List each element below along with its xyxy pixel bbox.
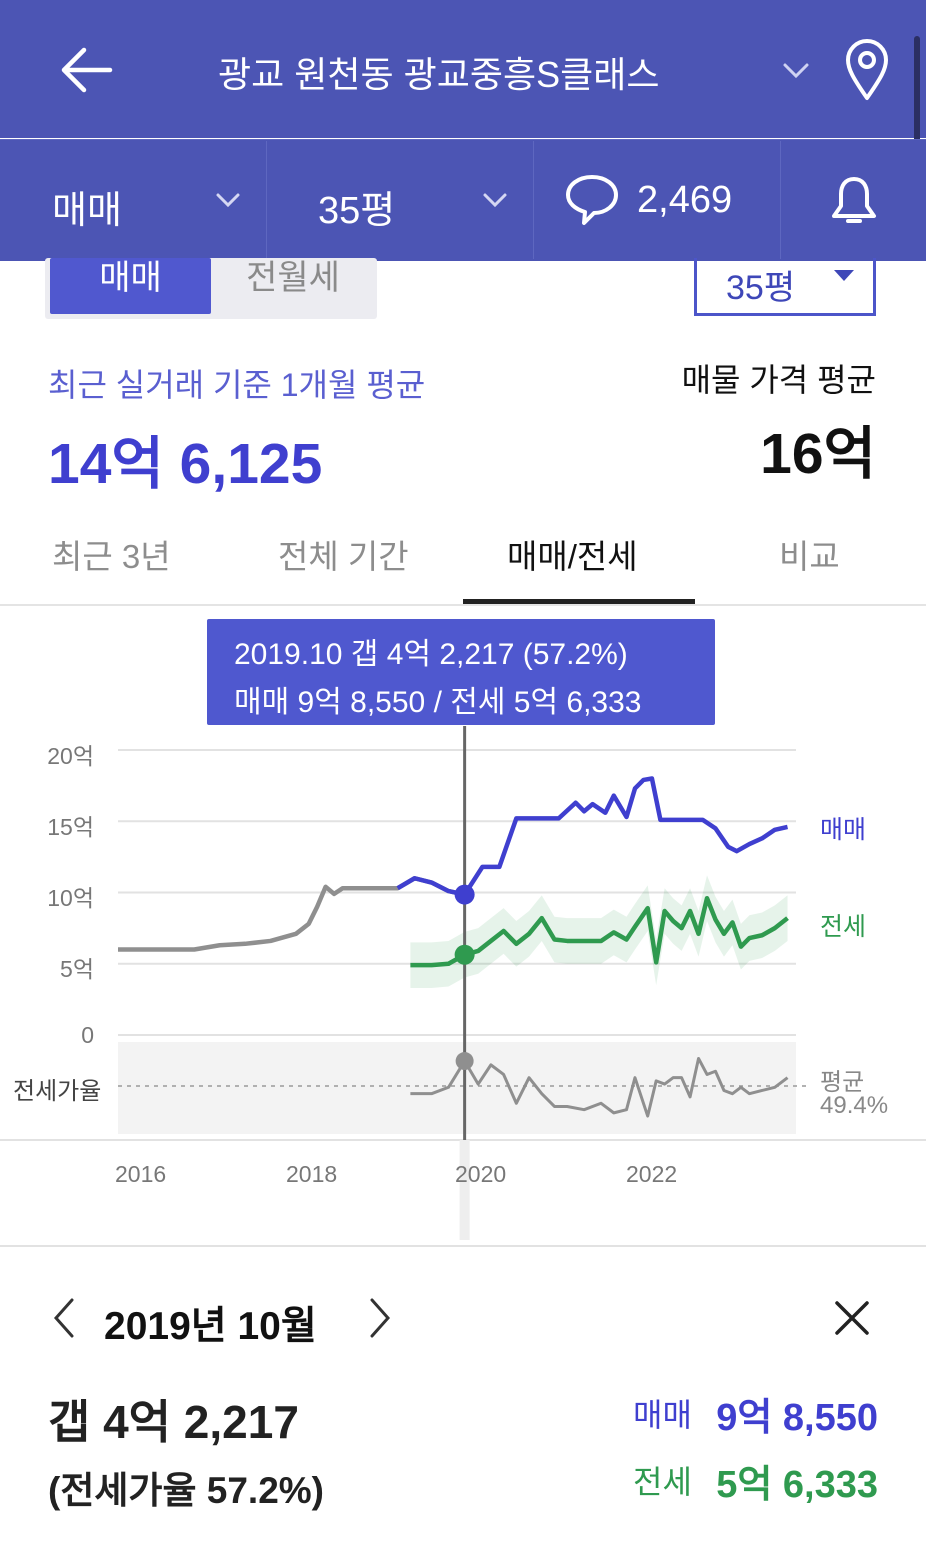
segment-sale[interactable]: 매매	[50, 258, 211, 314]
arrow-left-icon	[61, 47, 113, 93]
x-tick-label: 2022	[626, 1161, 678, 1187]
tab-all-period[interactable]: 전체 기간	[278, 538, 409, 575]
segment-rent[interactable]: 전월세	[246, 259, 340, 297]
sale-line-history	[118, 876, 466, 952]
size-dropdown[interactable]: 35평	[694, 258, 876, 316]
comments-button[interactable]: 2,469	[534, 141, 780, 259]
size-value: 35평	[318, 190, 396, 232]
chevron-left-icon	[53, 1298, 74, 1338]
tab-sale-jeonse[interactable]: 매매/전세	[507, 538, 638, 575]
jeonse-selected-point	[454, 944, 475, 965]
divider	[780, 141, 781, 259]
detail-ratio: (전세가율 57.2%)	[48, 1470, 324, 1511]
ratio-line	[410, 1056, 789, 1118]
chevron-down-icon	[783, 63, 809, 79]
size-dropdown-value: 35평	[726, 269, 796, 307]
close-icon	[835, 1301, 869, 1335]
alarm-button[interactable]	[781, 141, 926, 259]
y-tick-label: 0	[81, 1022, 94, 1048]
active-tab-indicator	[463, 599, 695, 604]
tooltip-line-2: 매매 9억 8,550 / 전세 5억 6,333	[234, 686, 642, 719]
ratio-axis-label: 전세가율	[13, 1078, 102, 1105]
chart-tooltip: 2019.10 갭 4억 2,217 (57.2%) 매매 9억 8,550 /…	[207, 619, 715, 725]
chevron-right-icon	[370, 1298, 391, 1338]
filter-bar	[0, 139, 926, 261]
tabs-divider	[0, 604, 926, 606]
close-button[interactable]	[832, 1298, 872, 1338]
y-tick-label: 10억	[47, 885, 94, 911]
top-app-bar	[0, 0, 926, 138]
ratio-band	[118, 1042, 796, 1134]
detail-jeonse-label: 전세	[633, 1464, 692, 1500]
ratio-average-label: 평균	[820, 1069, 865, 1096]
y-tick-label: 15억	[47, 814, 94, 840]
comment-count: 2,469	[637, 179, 733, 221]
detail-sale-value: 9억 8,550	[716, 1397, 878, 1439]
tab-compare[interactable]: 비교	[779, 538, 840, 575]
detail-jeonse-value: 5억 6,333	[716, 1464, 878, 1506]
jeonse-line	[410, 895, 789, 968]
listing-average-label: 매물 가격 평균	[681, 362, 876, 398]
ratio-selected-point	[455, 1052, 474, 1071]
next-month-button[interactable]	[362, 1295, 396, 1341]
sale-selected-point	[454, 884, 475, 905]
legend-jeonse: 전세	[820, 913, 867, 941]
tooltip-line-1: 2019.10 갭 4억 2,217 (57.2%)	[234, 638, 628, 671]
sale-line	[396, 776, 789, 897]
divider	[533, 141, 534, 259]
scrollbar-thumb[interactable]	[914, 36, 920, 176]
y-tick-label: 5억	[60, 956, 94, 982]
chevron-down-icon	[216, 193, 240, 208]
location-button[interactable]	[843, 38, 891, 102]
detail-sale-label: 매매	[633, 1397, 692, 1433]
recent-average-label: 최근 실거래 기준 1개월 평균	[48, 367, 426, 403]
back-button[interactable]	[50, 40, 120, 100]
prev-month-button[interactable]	[48, 1295, 82, 1341]
x-tick-label: 2020	[455, 1161, 507, 1187]
price-chart[interactable]	[0, 606, 926, 1246]
divider	[266, 141, 267, 259]
y-tick-label: 20억	[47, 743, 94, 769]
chevron-down-icon	[483, 193, 507, 208]
map-pin-icon	[846, 39, 888, 100]
trade-type-select[interactable]: 매매	[0, 141, 266, 259]
listing-average-value: 16억	[760, 422, 876, 486]
detail-date: 2019년 10월	[104, 1305, 317, 1348]
tab-recent-3y[interactable]: 최근 3년	[52, 538, 171, 575]
x-tick-label: 2016	[115, 1161, 167, 1187]
size-select[interactable]: 35평	[267, 141, 533, 259]
x-tick-label: 2018	[286, 1161, 338, 1187]
bell-icon	[832, 177, 876, 223]
title-dropdown-button[interactable]	[780, 56, 812, 84]
detail-divider	[0, 1245, 926, 1247]
cursor-track	[459, 1140, 470, 1240]
legend-sale: 매매	[820, 816, 867, 844]
complex-title[interactable]: 광교 원천동 광교중흥S클래스	[218, 54, 660, 95]
jeonse-range-band	[410, 875, 788, 988]
speech-bubble-icon	[566, 175, 618, 225]
caret-down-icon	[834, 270, 854, 281]
ratio-average-value: 49.4%	[820, 1092, 889, 1119]
recent-average-value: 14억 6,125	[48, 432, 323, 496]
detail-gap: 갭 4억 2,217	[48, 1396, 299, 1448]
trade-type-value: 매매	[52, 190, 122, 232]
